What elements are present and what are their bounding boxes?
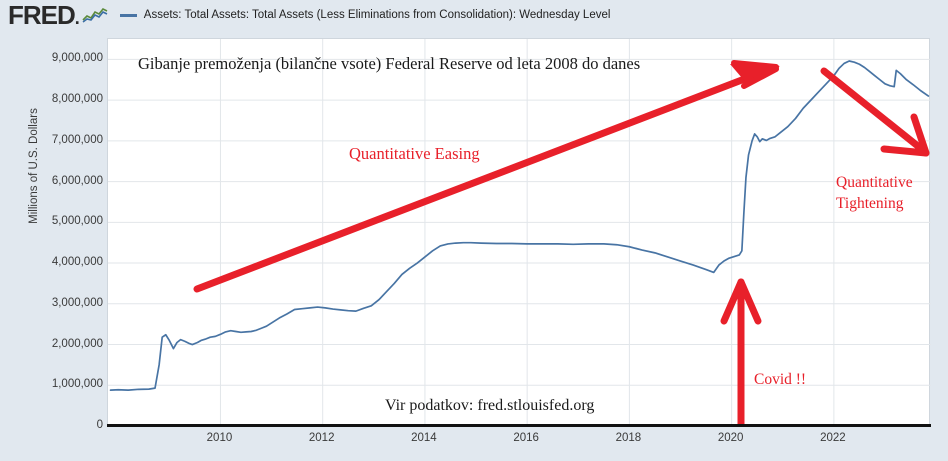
plot-svg	[108, 39, 931, 426]
x-axis-tick-label: 2012	[308, 432, 335, 444]
chart-area: Millions of U.S. Dollars 0 1,000,000 2,000…	[0, 30, 948, 461]
x-axis-tick-label: 2020	[717, 432, 744, 444]
source-annotation: Vir podatkov: fred.stlouisfed.org	[385, 397, 595, 414]
qt-label-line1: Quantitative	[836, 174, 913, 191]
x-axis-tick-label: 2018	[615, 432, 642, 444]
plot-canvas: Gibanje premoženja (bilančne vsote) Fede…	[107, 38, 931, 426]
x-axis-tick-label: 2022	[820, 432, 846, 444]
y-axis-tick-label: 4,000,000	[51, 256, 103, 269]
x-gridlines	[219, 39, 835, 426]
x-axis-tick-label: 2010	[206, 432, 233, 444]
covid-label: Covid !!	[754, 371, 807, 388]
y-axis-tick-label: 6,000,000	[51, 174, 103, 187]
fred-header: FRED. Assets: Total Assets: Total Assets…	[0, 0, 948, 30]
fred-logo[interactable]: FRED.	[8, 2, 108, 28]
y-axis-tick-label: 5,000,000	[51, 215, 103, 228]
y-axis: Millions of U.S. Dollars 0 1,000,000 2,000…	[0, 30, 103, 461]
legend-series-label: Assets: Total Assets: Total Assets (Less…	[143, 9, 611, 21]
chart-legend: Assets: Total Assets: Total Assets (Less…	[119, 9, 611, 21]
y-axis-tick-label: 8,000,000	[51, 93, 103, 106]
x-axis-tick-label: 2014	[411, 432, 437, 444]
y-axis-tick-label: 7,000,000	[51, 133, 103, 146]
chart-title-annotation: Gibanje premoženja (bilančne vsote) Fede…	[138, 54, 641, 73]
y-axis-tick-label: 0	[96, 419, 103, 431]
x-axis-tick-label: 2016	[513, 432, 539, 444]
sparkline-icon	[82, 7, 108, 23]
quantitative-tightening-label: Quantitative Tightening	[836, 173, 936, 215]
x-axis-line	[107, 424, 931, 427]
assets-line-series	[109, 60, 930, 391]
y-axis-tick-label: 3,000,000	[51, 296, 103, 309]
gridlines	[108, 58, 931, 386]
fred-logo-text: FRED	[8, 0, 76, 30]
quantitative-easing-label: Quantitative Easing	[349, 144, 480, 163]
y-axis-tick-label: 1,000,000	[51, 378, 103, 391]
fred-logo-dot: .	[74, 8, 80, 28]
qt-label-line2: Tightening	[836, 194, 904, 212]
y-axis-tick-label: 9,000,000	[51, 52, 103, 65]
y-axis-tick-label: 2,000,000	[51, 337, 103, 350]
legend-color-swatch	[119, 13, 137, 17]
